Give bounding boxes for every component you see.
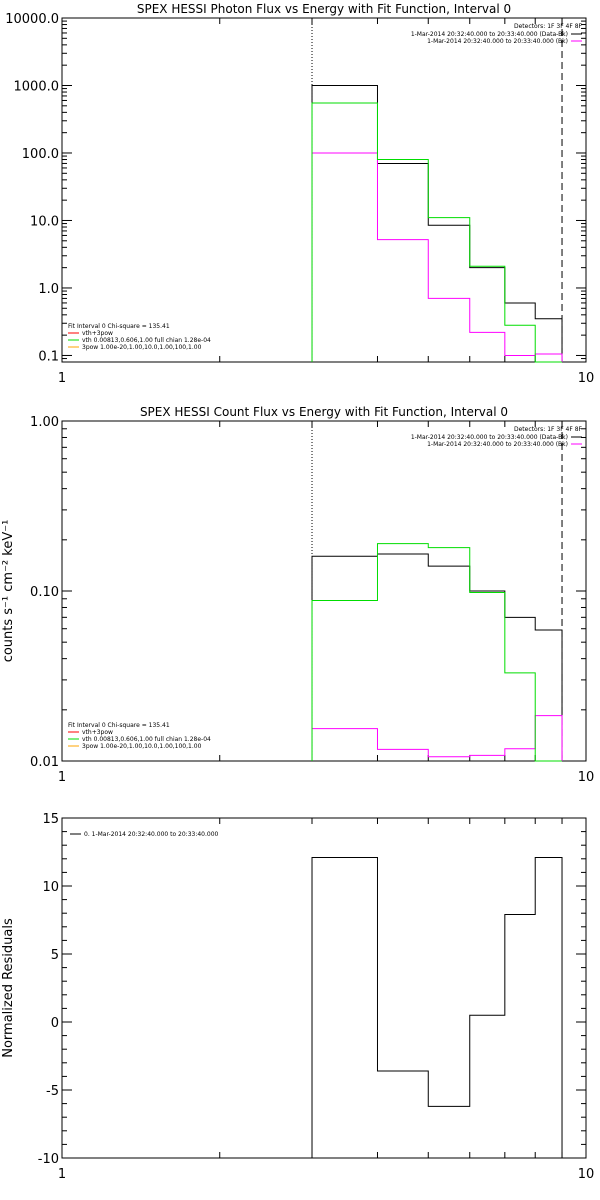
x-tick-label: 1: [58, 1167, 66, 1182]
y-tick-label: 10: [42, 880, 59, 895]
legend-entry: vth+3pow: [82, 729, 113, 736]
y-tick-label: -5: [46, 1084, 59, 1099]
legend-entry: 0. 1-Mar-2014 20:32:40.000 to 20:33:40.0…: [84, 831, 219, 838]
y-tick-label: 100.0: [22, 147, 59, 162]
y-tick-label: 5: [51, 948, 59, 963]
series-0-1-mar-2014-20-32-40-000-to-20-33-40-000: [311, 856, 563, 1158]
legend-entry: 3pow 1.00e-20,1.00,10.0,1.00,100,1.00: [82, 344, 202, 351]
legend-entry: vth 0.00813,0.606,1.00 full chian 1.28e-…: [82, 736, 211, 743]
legend-entry: 1-Mar-2014 20:32:40.000 to 20:33:40.000 …: [411, 31, 568, 38]
legend-entry: 3pow 1.00e-20,1.00,10.0,1.00,100,1.00: [82, 743, 202, 750]
y-tick-label: 1.00: [30, 415, 59, 430]
y-tick-label: 0.10: [30, 585, 59, 600]
legend-entry: 1-Mar-2014 20:32:40.000 to 20:33:40.000 …: [427, 441, 568, 448]
legend-entry: vth 0.00813,0.606,1.00 full chian 1.28e-…: [82, 337, 211, 344]
chart-title: SPEX HESSI Photon Flux vs Energy with Fi…: [137, 2, 511, 16]
plot-frame: [61, 817, 587, 1159]
y-tick-label: 10000.0: [5, 12, 59, 27]
y-axis-label: Normalized Residuals: [1, 918, 16, 1058]
x-tick-label: 10: [578, 770, 595, 785]
y-tick-label: -10: [38, 1152, 59, 1167]
y-tick-label: 1.0: [38, 282, 59, 297]
legend-entry: Fit Interval 0 Chi-square = 135.41: [68, 722, 170, 729]
legend-entry: 1-Mar-2014 20:32:40.000 to 20:33:40.000 …: [411, 434, 568, 441]
y-tick-label: 0: [51, 1016, 59, 1031]
y-tick-label: 0.1: [38, 349, 59, 364]
chart-panel-2: SPEX HESSI Count Flux vs Energy with Fit…: [1, 405, 594, 785]
y-tick-label: 1000.0: [14, 79, 60, 94]
chart-title: SPEX HESSI Count Flux vs Energy with Fit…: [140, 405, 508, 419]
x-tick-label: 1: [58, 770, 66, 785]
plot-frame: [61, 17, 587, 363]
chart-panel-1: SPEX HESSI Photon Flux vs Energy with Fi…: [5, 2, 594, 386]
y-tick-label: 15: [42, 812, 59, 827]
x-tick-label: 1: [58, 371, 66, 386]
legend-entry: Fit Interval 0 Chi-square = 135.41: [68, 323, 170, 330]
y-tick-label: 0.01: [30, 755, 59, 770]
detectors-label: Detectors: 1F 3F 4F 8F: [514, 23, 583, 30]
y-tick-label: 10.0: [30, 214, 59, 229]
chart-panel-3: Normalized Residuals 1 10 -10 -5 0 5 10 15 0. 1-M…: [1, 812, 594, 1182]
x-tick-label: 10: [578, 371, 595, 386]
legend-entry: 1-Mar-2014 20:32:40.000 to 20:33:40.000 …: [427, 38, 568, 45]
legend-entry: vth+3pow: [82, 330, 113, 337]
series-vth: [311, 543, 563, 762]
series-vth: [311, 102, 563, 363]
x-tick-label: 10: [578, 1167, 595, 1182]
detectors-label: Detectors: 1F 3F 4F 8F: [514, 426, 583, 433]
y-axis-label: counts s⁻¹ cm⁻² keV⁻¹: [1, 520, 16, 663]
